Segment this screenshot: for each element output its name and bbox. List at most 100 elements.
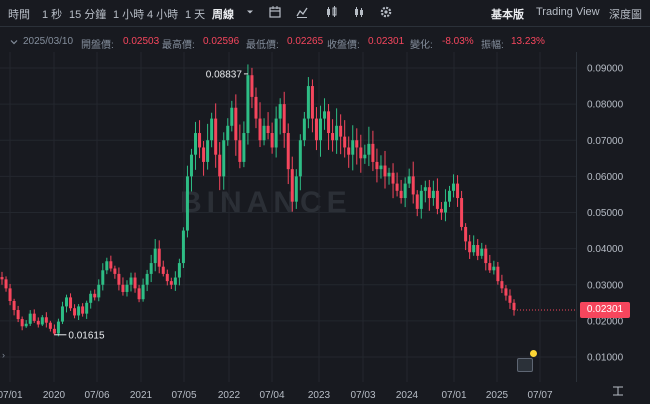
candle-body [282, 104, 286, 134]
candle-body [403, 183, 407, 199]
candle-body [93, 293, 97, 298]
candle-body [492, 266, 496, 271]
candle-body [290, 169, 294, 202]
low-label: 最低價: [246, 40, 279, 51]
candle-body [435, 190, 439, 209]
candle-body [447, 190, 451, 202]
candle-body [431, 190, 435, 199]
candle-body [141, 284, 145, 300]
candle-body [165, 273, 169, 282]
candle-body [89, 293, 93, 303]
amplitude-label: 振幅: [481, 40, 504, 51]
close-value: 0.02301 [368, 36, 405, 47]
candle-body [464, 226, 468, 242]
interval-1h[interactable]: 1 小時 [113, 9, 145, 21]
candle-body [222, 140, 226, 177]
candle-body [391, 172, 395, 184]
x-tick-label: 07/06 [84, 390, 109, 401]
y-tick-label: 0.06000 [587, 172, 624, 183]
candle-body [439, 208, 443, 213]
x-tick-label: 07/01 [0, 390, 23, 401]
candle-body [189, 154, 193, 177]
candle-body [508, 295, 512, 303]
indicator-icon[interactable] [295, 5, 309, 19]
candle-body [379, 165, 383, 170]
candle-body [415, 194, 419, 209]
x-tick-label: 2023 [308, 390, 331, 401]
interval-1d[interactable]: 1 天 [185, 9, 206, 21]
candle-body [460, 198, 464, 227]
close-label: 收盤價: [327, 40, 360, 51]
candle-body [230, 107, 234, 126]
y-tick-label: 0.05000 [587, 208, 624, 219]
candle-body [250, 75, 254, 97]
high-label: 最高價: [162, 40, 195, 51]
view-tradingview[interactable]: Trading View [536, 6, 600, 18]
axis-settings-icon[interactable] [611, 384, 625, 398]
view-depth[interactable]: 深度圖 [609, 9, 642, 21]
candle-body [480, 248, 484, 256]
candles-icon[interactable] [325, 5, 339, 19]
max-price-label: 0.08837 [206, 69, 243, 80]
candle-body [69, 297, 73, 309]
candle-body [258, 118, 262, 141]
candle-body [24, 323, 28, 327]
candle-body [56, 321, 60, 334]
chart-toolbar: 時間 1 秒 15 分鐘 1 小時 4 小時 1 天 周線 基本版 Tradin… [0, 0, 650, 27]
y-tick-label: 0.07000 [587, 136, 624, 147]
candle-body [65, 297, 69, 307]
candle-body [77, 306, 81, 316]
interval-1s[interactable]: 1 秒 [42, 9, 63, 21]
candle-body [327, 111, 331, 134]
candle-body [266, 125, 270, 134]
interval-15m[interactable]: 15 分鐘 [69, 9, 107, 21]
candle-type-icon[interactable] [268, 5, 282, 19]
candle-body [310, 86, 314, 119]
candle-body [117, 273, 121, 285]
candle-body [157, 248, 161, 267]
candle-body [48, 322, 52, 329]
candle-body [226, 125, 230, 141]
candle-body [343, 136, 347, 148]
high-value: 0.02596 [203, 36, 240, 47]
view-basic[interactable]: 基本版 [491, 9, 524, 21]
chevron-down-icon[interactable] [243, 5, 257, 19]
candle-body [202, 147, 206, 162]
candle-body [238, 140, 242, 162]
candle-body [254, 96, 258, 119]
replay-icon[interactable] [517, 358, 533, 372]
candle-body [443, 201, 447, 213]
candle-body [351, 140, 355, 155]
candle-body [387, 172, 391, 177]
candle-body [16, 310, 20, 320]
candles-alt-icon[interactable] [352, 5, 366, 19]
candle-body [12, 301, 16, 311]
collapse-icon[interactable] [10, 38, 18, 46]
candle-body [153, 248, 157, 264]
candle-body [262, 125, 266, 141]
candle-body [242, 133, 246, 162]
candle-body [60, 306, 64, 322]
candle-body [105, 261, 109, 271]
candle-body [359, 147, 363, 159]
candle-body [476, 245, 480, 256]
candle-body [456, 183, 460, 199]
interval-4h[interactable]: 4 小時 [147, 9, 179, 21]
chevron-right-icon[interactable]: › [2, 350, 5, 360]
candle-body [504, 288, 508, 296]
candle-body [500, 281, 504, 289]
candle-body [198, 133, 202, 148]
candle-body [355, 140, 359, 148]
settings-icon[interactable] [379, 5, 393, 19]
low-value: 0.02265 [287, 36, 324, 47]
interval-time[interactable]: 時間 [8, 9, 30, 21]
candle-body [452, 183, 456, 191]
change-value: -8.03% [442, 36, 474, 47]
candle-body [133, 277, 137, 289]
candle-body [73, 308, 77, 316]
interval-weekly[interactable]: 周線 [212, 9, 234, 21]
change-label: 變化: [410, 40, 433, 51]
candle-body [371, 143, 375, 162]
x-tick-label: 07/05 [171, 390, 196, 401]
